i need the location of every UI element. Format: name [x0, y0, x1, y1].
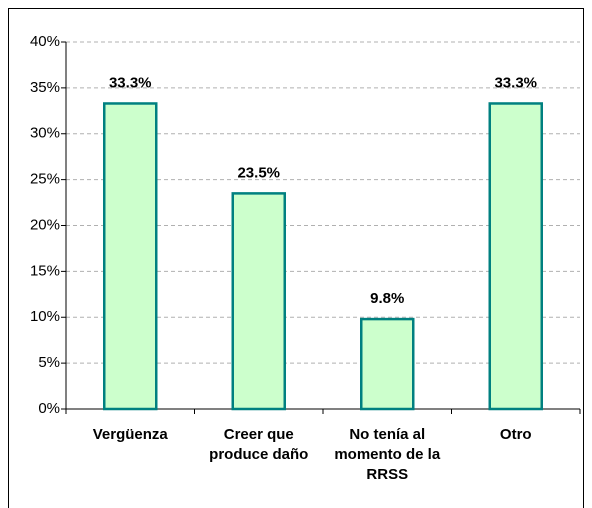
x-tick-label: Creer que produce daño [209, 426, 309, 463]
y-tick-label: 5% [38, 354, 60, 371]
y-tick-label: 30% [30, 125, 60, 142]
y-tick-label: 10% [30, 308, 60, 325]
data-label: 9.8% [370, 290, 404, 307]
data-label: 33.3% [109, 74, 152, 91]
data-label: 23.5% [237, 164, 280, 181]
bar [103, 102, 158, 411]
chart-frame [8, 8, 584, 508]
bar [360, 317, 415, 411]
y-tick-label: 20% [30, 216, 60, 233]
bar [231, 192, 286, 411]
y-tick-label: 40% [30, 33, 60, 50]
y-tick-label: 15% [30, 262, 60, 279]
y-tick-label: 35% [30, 79, 60, 96]
y-tick-label: 0% [38, 400, 60, 417]
bar [488, 102, 543, 411]
x-tick-label: Vergüenza [92, 426, 168, 443]
x-tick-label: Otro [499, 426, 532, 443]
x-tick-label: No tenía al momento de la RRSS [334, 426, 441, 483]
y-tick-label: 25% [30, 171, 60, 188]
data-label: 33.3% [494, 74, 537, 91]
